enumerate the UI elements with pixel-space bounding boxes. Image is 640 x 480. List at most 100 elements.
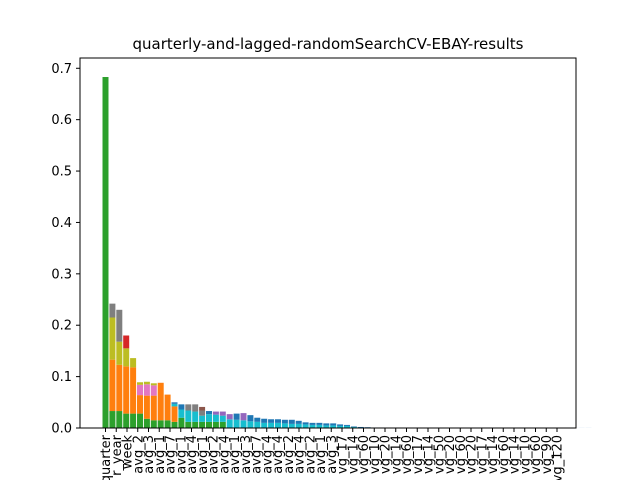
y-tick-label-2: 0.2: [51, 319, 72, 334]
x-tick-label-30: vg_14: [422, 435, 437, 474]
x-tick-label-10: avg_2: [207, 435, 222, 474]
x-tick-label-33: vg_60: [454, 435, 469, 474]
bar-segment-23-0: [261, 422, 268, 428]
bar-segment-16-0: [212, 421, 219, 428]
x-tick-label-23: vg_14: [346, 435, 361, 474]
x-axis: quarterr_yearweekavg_2avg_3avg_1avg_7avg…: [99, 428, 566, 480]
bar-segment-24-0: [268, 422, 275, 428]
bar-segment-9-0: [164, 420, 171, 428]
bar-segment-18-1: [226, 414, 233, 420]
bar-segment-6-3: [143, 381, 150, 385]
bar-segment-2-1: [116, 364, 123, 412]
bar-segment-21-0: [247, 421, 254, 428]
bar-segment-2-0: [116, 411, 123, 428]
x-tick-label-35: vg_17: [475, 435, 490, 474]
bar-segment-6-0: [143, 418, 150, 428]
bar-segment-17-2: [219, 411, 226, 416]
bar-segment-5-2: [137, 384, 143, 396]
x-tick-label-15: avg_4: [260, 435, 275, 474]
bar-segment-22-0: [254, 421, 261, 428]
bar-segment-19-1: [233, 413, 240, 420]
y-tick-label-4: 0.4: [51, 216, 72, 231]
x-tick-label-25: vg_10: [368, 435, 383, 474]
bar-segment-1-2: [109, 317, 116, 360]
bar-segment-14-1: [199, 415, 206, 422]
bar-segment-30-1: [309, 422, 316, 425]
bar-segment-1-3: [109, 303, 116, 318]
bar-segment-3-3: [123, 335, 130, 349]
x-tick-label-13: avg_3: [239, 435, 254, 474]
y-tick-label-3: 0.3: [51, 267, 72, 282]
bar-segment-32-1: [323, 423, 330, 426]
bar-segment-2-3: [116, 309, 123, 342]
x-tick-label-32: vg_20: [443, 435, 458, 474]
bar-segment-17-1: [219, 415, 226, 422]
bar-segment-22-1: [254, 417, 261, 422]
x-tick-label-18: avg_4: [293, 435, 308, 474]
bar-segment-16-2: [212, 411, 219, 415]
x-tick-label-29: vg_17: [411, 435, 426, 474]
bar-segment-4-0: [130, 413, 137, 428]
x-tick-label-24: vg_60: [357, 435, 372, 474]
x-tick-label-22: vg_17: [336, 435, 351, 474]
bar-segment-31-0: [316, 424, 323, 428]
bar-segment-17-0: [219, 421, 226, 428]
x-tick-label-20: avg_1: [314, 435, 329, 474]
x-tick-label-38: vg_14: [508, 435, 523, 474]
bar-segment-20-0: [240, 420, 247, 428]
bar-segment-27-0: [288, 423, 295, 428]
x-tick-label-11: avg_4: [217, 435, 232, 474]
x-tick-label-27: vg_14: [389, 435, 404, 474]
bar-segment-10-3: [171, 402, 178, 404]
bar-segment-4-1: [130, 367, 137, 414]
bar-segment-19-0: [233, 419, 240, 428]
bar-segment-36-0: [350, 426, 357, 428]
bar-segment-11-2: [178, 404, 185, 410]
x-tick-label-37: vg_60: [497, 435, 512, 474]
bar-segment-7-2: [150, 385, 157, 396]
bar-segment-15-2: [206, 411, 212, 415]
x-tick-label-9: avg_1: [196, 435, 211, 474]
bar-segment-13-1: [192, 411, 199, 422]
x-tick-label-40: vg_60: [529, 435, 544, 474]
bar-segment-27-1: [288, 419, 295, 424]
bar-segment-5-1: [137, 395, 143, 414]
bar-segment-7-3: [150, 383, 157, 386]
bar-segment-15-0: [206, 421, 212, 428]
x-tick-label-5: avg_1: [153, 435, 168, 474]
bar-segment-10-0: [171, 421, 178, 428]
bar-segment-12-1: [185, 410, 192, 422]
x-tick-label-8: avg_4: [185, 435, 200, 474]
y-axis: 0.0 0.1 0.2 0.3 0.4 0.5 0.6 0.7: [51, 62, 80, 437]
bar-segment-21-1: [247, 415, 254, 422]
x-tick-label-3: avg_2: [131, 435, 146, 474]
bar-segment-33-1: [330, 423, 337, 426]
bar-segment-8-0: [157, 420, 164, 428]
y-tick-label-5: 0.5: [51, 165, 72, 180]
bar-segment-12-2: [185, 404, 192, 411]
bar-segment-26-1: [281, 419, 288, 424]
y-tick-label-0: 0.0: [51, 422, 72, 437]
bar-segment-14-0: [199, 421, 206, 428]
bar-segment-5-3: [137, 382, 143, 385]
x-tick-label-16: avg_4: [271, 435, 286, 474]
bar-segment-25-1: [275, 419, 281, 423]
bar-segment-6-2: [143, 384, 150, 396]
bar-segment-35-0: [344, 425, 350, 428]
bar-segment-20-1: [240, 413, 247, 421]
x-tick-label-2: week: [121, 435, 136, 470]
bar-segment-31-1: [316, 422, 323, 425]
bar-segment-29-1: [302, 422, 309, 425]
y-tick-label-6: 0.6: [51, 113, 72, 128]
x-tick-label-14: avg_7: [250, 435, 265, 474]
x-tick-label-6: avg_7: [164, 435, 179, 474]
y-tick-label-7: 0.7: [51, 62, 72, 77]
x-tick-label-26: vg_20: [379, 435, 394, 474]
x-tick-label-12: avg_1: [228, 435, 243, 474]
bar-segment-25-0: [275, 422, 281, 428]
x-tick-label-0: quarter: [99, 434, 114, 480]
bar-segment-34-1: [337, 424, 344, 426]
bar-segment-28-0: [295, 423, 302, 428]
bar-segment-12-0: [185, 421, 192, 428]
bar-segment-2-2: [116, 341, 123, 365]
